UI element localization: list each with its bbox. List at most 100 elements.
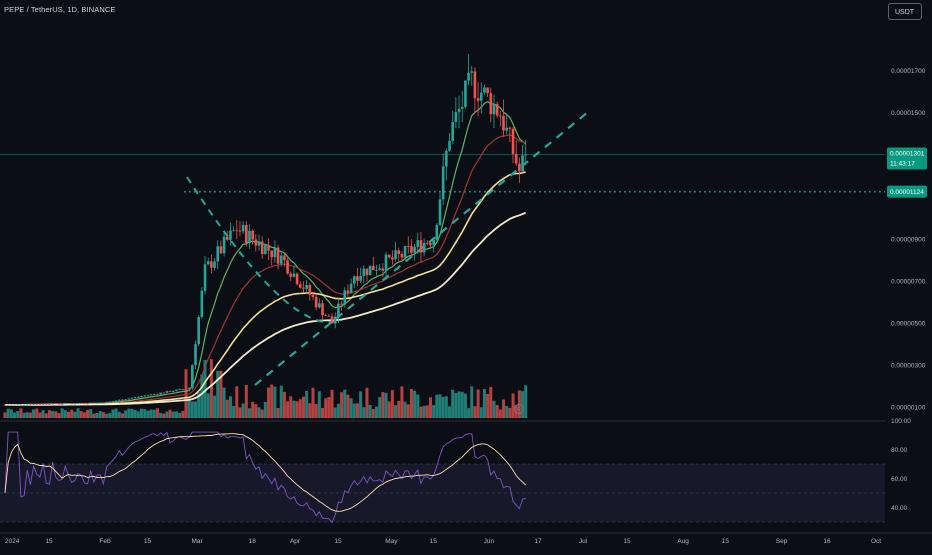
volume-bar	[79, 411, 83, 418]
volume-bar	[346, 394, 350, 418]
candle-body	[495, 103, 499, 116]
volume-bar	[155, 408, 159, 418]
time-tick-label: Jul	[579, 538, 588, 545]
volume-bar	[263, 401, 267, 418]
candle-body	[457, 108, 461, 113]
candle-body	[518, 163, 521, 172]
volume-bar	[47, 410, 51, 418]
time-tick-label: Jun	[484, 538, 495, 545]
candle-body	[333, 316, 337, 324]
alert-icon-ring	[514, 404, 524, 414]
rsi-tick-label: 100.00	[891, 418, 911, 425]
volume-bar	[98, 411, 102, 418]
volume-bar	[60, 408, 64, 418]
candle-body	[416, 240, 420, 247]
volume-bar	[498, 409, 502, 418]
candle-body	[210, 261, 213, 268]
volume-bar	[463, 393, 467, 418]
candle-body	[378, 268, 381, 271]
candle-body	[251, 230, 254, 240]
volume-bar	[355, 403, 359, 418]
candle-body	[422, 242, 426, 253]
candle-body	[479, 92, 483, 101]
volume-bar	[101, 412, 105, 418]
volume-bar	[73, 411, 77, 418]
volume-bar	[305, 390, 309, 418]
candle-body	[286, 260, 289, 274]
volume-bar	[9, 409, 13, 418]
volume-bar	[419, 406, 423, 418]
candle-body	[111, 401, 115, 402]
volume-bar	[133, 410, 137, 418]
candle-body	[118, 399, 121, 401]
volume-bar	[343, 389, 347, 418]
volume-bar	[289, 396, 293, 418]
candle-body	[448, 140, 451, 151]
volume-bar	[489, 386, 493, 418]
candle-body	[311, 294, 315, 297]
candle-body	[98, 402, 102, 404]
volume-bar	[394, 405, 398, 418]
candle-body	[514, 154, 518, 164]
volume-bar	[152, 409, 156, 418]
candle-body	[283, 255, 286, 261]
volume-bar	[381, 392, 385, 418]
candle-body	[397, 250, 401, 254]
candle-body	[305, 285, 308, 289]
candle-body	[108, 401, 112, 403]
volume-bar	[146, 410, 150, 418]
candle-body	[225, 236, 229, 240]
candle-body	[346, 290, 350, 293]
candle-body	[149, 394, 153, 396]
candle-body	[524, 154, 528, 156]
volume-bar	[25, 412, 29, 418]
volume-bar	[349, 398, 353, 418]
volume-bar	[140, 408, 144, 418]
volume-bar	[470, 386, 474, 418]
candle-body	[133, 397, 137, 398]
candle-body	[76, 403, 80, 405]
candle-body	[314, 296, 318, 308]
volume-bar	[108, 413, 112, 418]
volume-bar	[41, 410, 45, 418]
time-tick-label: Apr	[290, 538, 301, 545]
candle-body	[302, 287, 305, 289]
candle-body	[203, 264, 207, 291]
volume-bar	[324, 398, 328, 418]
candle-body	[114, 400, 118, 402]
candle-body	[229, 230, 232, 240]
volume-bar	[38, 412, 42, 418]
volume-bar	[371, 409, 375, 418]
candle-body	[356, 276, 359, 281]
volume-bar	[295, 401, 299, 418]
candle-body	[146, 395, 150, 397]
candle-body	[3, 404, 7, 406]
candle-body	[200, 290, 204, 318]
volume-bar	[16, 411, 20, 418]
volume-bar	[222, 387, 226, 418]
candle-body	[298, 284, 302, 288]
rsi-tick-label: 80.00	[891, 447, 908, 454]
candle-body	[403, 246, 407, 258]
candle-body	[181, 389, 185, 390]
volume-bar	[362, 407, 366, 418]
currency-button[interactable]: USDT	[888, 3, 922, 20]
candle-body	[79, 403, 83, 405]
candle-body	[184, 389, 188, 390]
volume-bar	[340, 392, 344, 418]
volume-bar	[495, 405, 499, 418]
volume-bar	[425, 405, 429, 418]
price-tick-label: 0.00000500	[891, 320, 926, 327]
candle-body	[32, 404, 35, 406]
candle-body	[54, 403, 58, 405]
candles	[3, 54, 528, 406]
symbol-title: PEPE / TetherUS, 1D, BINANCE	[4, 5, 116, 14]
candle-body	[460, 106, 464, 109]
volume-bar	[292, 400, 296, 418]
candle-body	[384, 254, 388, 271]
volume-bar	[416, 394, 420, 418]
candle-body	[41, 403, 45, 405]
price-tick-label: 0.00000300	[891, 362, 926, 369]
